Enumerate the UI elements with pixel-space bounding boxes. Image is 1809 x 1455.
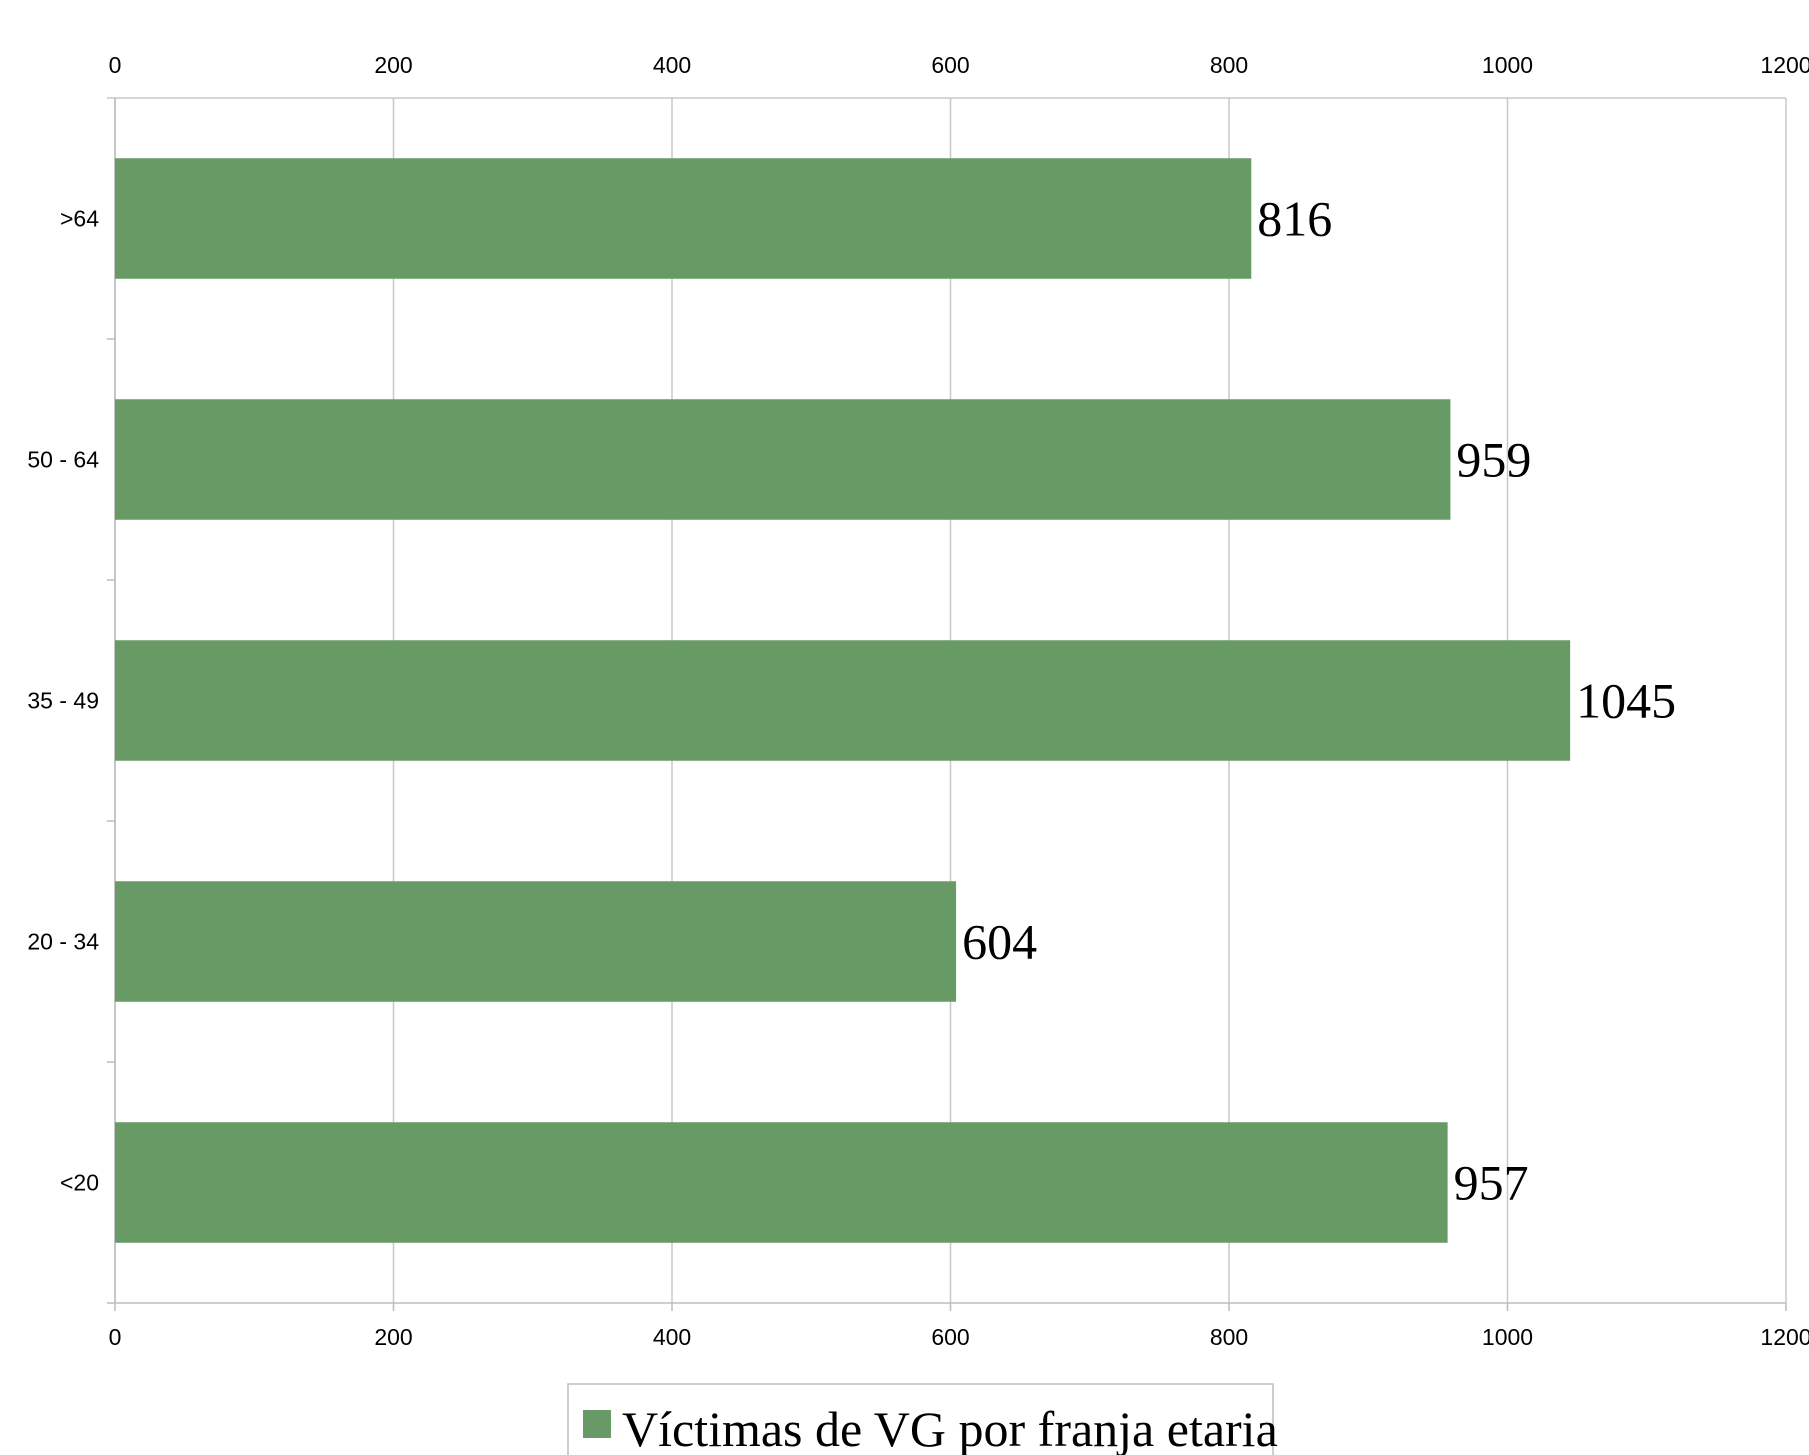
data-label: 604 [962, 914, 1037, 970]
tick-label-x-top: 600 [931, 52, 969, 78]
data-label: 816 [1257, 191, 1332, 247]
bar [115, 399, 1451, 520]
bar [115, 881, 957, 1002]
bar [115, 640, 1571, 761]
legend-box [567, 1383, 1274, 1455]
tick-label-x-top: 200 [374, 52, 412, 78]
category-label: <20 [60, 1170, 99, 1196]
axes: 0 0 200 200 400 400 600 600 800 800 1000 1000 1200 12… [27, 52, 1809, 1350]
tick-label-x-top: 1000 [1482, 52, 1533, 78]
tick-label-x-top: 0 [109, 52, 122, 78]
legend-label: Víctimas de VG por franja etaria [622, 1401, 1278, 1455]
tick-label-x-bottom: 600 [931, 1324, 969, 1350]
data-labels: 957 604 1045 959 816 [962, 191, 1676, 1211]
bars [115, 158, 1571, 1243]
category-label: 20 - 34 [27, 929, 99, 955]
bar [115, 158, 1252, 279]
category-label: 35 - 49 [27, 688, 99, 714]
data-label: 957 [1454, 1155, 1529, 1211]
category-label: >64 [60, 206, 99, 232]
tick-label-x-bottom: 800 [1210, 1324, 1248, 1350]
tick-label-x-bottom: 0 [109, 1324, 122, 1350]
legend-swatch [583, 1410, 611, 1438]
tick-label-x-bottom: 1000 [1482, 1324, 1533, 1350]
tick-label-x-bottom: 400 [653, 1324, 691, 1350]
tick-label-x-top: 800 [1210, 52, 1248, 78]
legend: Víctimas de VG por franja etaria [567, 1383, 1278, 1455]
data-label: 959 [1456, 432, 1531, 488]
tick-label-x-bottom: 1200 [1760, 1324, 1809, 1350]
tick-label-x-bottom: 200 [374, 1324, 412, 1350]
category-label: 50 - 64 [27, 447, 99, 473]
data-label: 1045 [1576, 673, 1676, 729]
tick-label-x-top: 1200 [1760, 52, 1809, 78]
bar [115, 1122, 1448, 1243]
tick-label-x-top: 400 [653, 52, 691, 78]
